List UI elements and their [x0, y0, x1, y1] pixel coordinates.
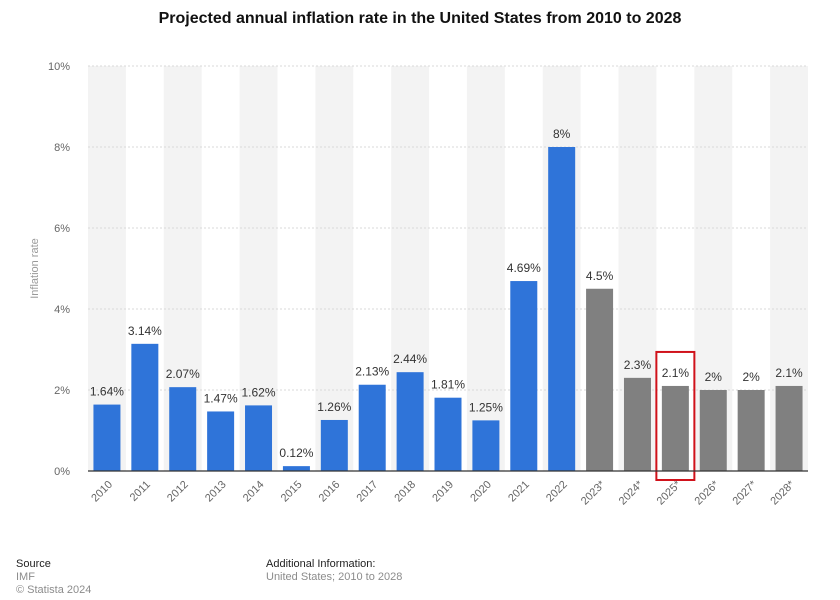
x-tick-label: 2025*	[655, 478, 684, 507]
x-tick-label: 2010	[89, 479, 115, 505]
bar	[245, 405, 273, 471]
x-tick-label: 2019	[430, 479, 456, 505]
bar	[472, 420, 500, 471]
bar-value-label: 2.07%	[166, 367, 200, 381]
bar-value-label: 2%	[742, 370, 760, 384]
bar	[548, 147, 576, 471]
x-tick-label: 2011	[128, 479, 153, 504]
x-tick-label: 2026*	[693, 478, 722, 507]
source-heading: Source	[16, 558, 51, 570]
x-tick-label: 2012	[165, 479, 191, 505]
bar-value-label: 2.1%	[662, 366, 690, 380]
background-band	[239, 66, 278, 471]
y-tick-label: 0%	[54, 466, 70, 478]
bar	[586, 288, 614, 471]
bar-value-label: 2.1%	[775, 366, 803, 380]
x-tick-label: 2017	[355, 479, 381, 505]
x-tick-label: 2020	[468, 479, 494, 505]
bar-value-label: 4.69%	[507, 261, 541, 275]
bar	[93, 404, 121, 471]
x-tick-label: 2015	[279, 479, 305, 505]
background-band	[88, 66, 126, 471]
bar-value-label: 1.62%	[242, 385, 276, 399]
copyright: © Statista 2024	[16, 584, 92, 596]
additional-info-heading: Additional Information:	[266, 558, 376, 570]
bar-value-label: 1.64%	[90, 385, 124, 399]
x-tick-label: 2027*	[730, 478, 759, 507]
bar	[131, 343, 159, 471]
x-tick-label: 2021	[506, 479, 532, 505]
bar	[775, 385, 803, 471]
bar-value-label: 2%	[705, 370, 723, 384]
bar-value-label: 8%	[553, 127, 571, 141]
bar	[434, 397, 462, 471]
x-tick-label: 2014	[241, 479, 267, 505]
source-name: IMF	[16, 571, 35, 583]
bar-value-label: 0.12%	[279, 446, 313, 460]
x-tick-label: 2022	[544, 479, 570, 505]
bar	[623, 377, 651, 471]
bar	[320, 419, 348, 471]
y-tick-label: 2%	[54, 385, 70, 397]
x-tick-label: 2024*	[617, 478, 646, 507]
y-tick-label: 4%	[54, 304, 70, 316]
bar	[737, 390, 765, 471]
bar-value-label: 2.44%	[393, 352, 427, 366]
bar	[358, 384, 386, 471]
bar-value-label: 1.26%	[317, 400, 351, 414]
bar	[510, 281, 538, 471]
background-band	[466, 66, 505, 471]
highlight-box	[655, 350, 696, 482]
bar	[169, 387, 197, 471]
bar-value-label: 2.13%	[355, 365, 389, 379]
additional-info-block: Additional Information: United States; 2…	[266, 558, 402, 584]
bar-value-label: 2.3%	[624, 358, 652, 372]
bar	[396, 372, 424, 471]
x-tick-label: 2018	[392, 479, 418, 505]
y-tick-label: 8%	[54, 142, 70, 154]
bar-value-label: 3.14%	[128, 324, 162, 338]
x-tick-label: 2028*	[768, 478, 797, 507]
background-band	[315, 66, 354, 471]
y-tick-label: 6%	[54, 223, 70, 235]
y-tick-label: 10%	[48, 61, 70, 73]
bar	[699, 390, 727, 471]
chart-title: Projected annual inflation rate in the U…	[158, 10, 682, 27]
bar-value-label: 1.81%	[431, 378, 465, 392]
x-tick-label: 2023*	[579, 478, 608, 507]
additional-info-text: United States; 2010 to 2028	[266, 571, 403, 583]
x-tick-label: 2013	[203, 479, 229, 505]
y-axis-title: Inflation rate	[29, 238, 41, 299]
bar	[207, 411, 235, 471]
bar	[661, 385, 689, 471]
source-block: Source IMF © Statista 2024	[16, 558, 91, 597]
bar-value-label: 1.25%	[469, 400, 503, 414]
bar-value-label: 4.5%	[586, 269, 614, 283]
bar	[282, 466, 310, 471]
x-tick-label: 2016	[317, 479, 343, 505]
bar-value-label: 1.47%	[204, 391, 238, 405]
